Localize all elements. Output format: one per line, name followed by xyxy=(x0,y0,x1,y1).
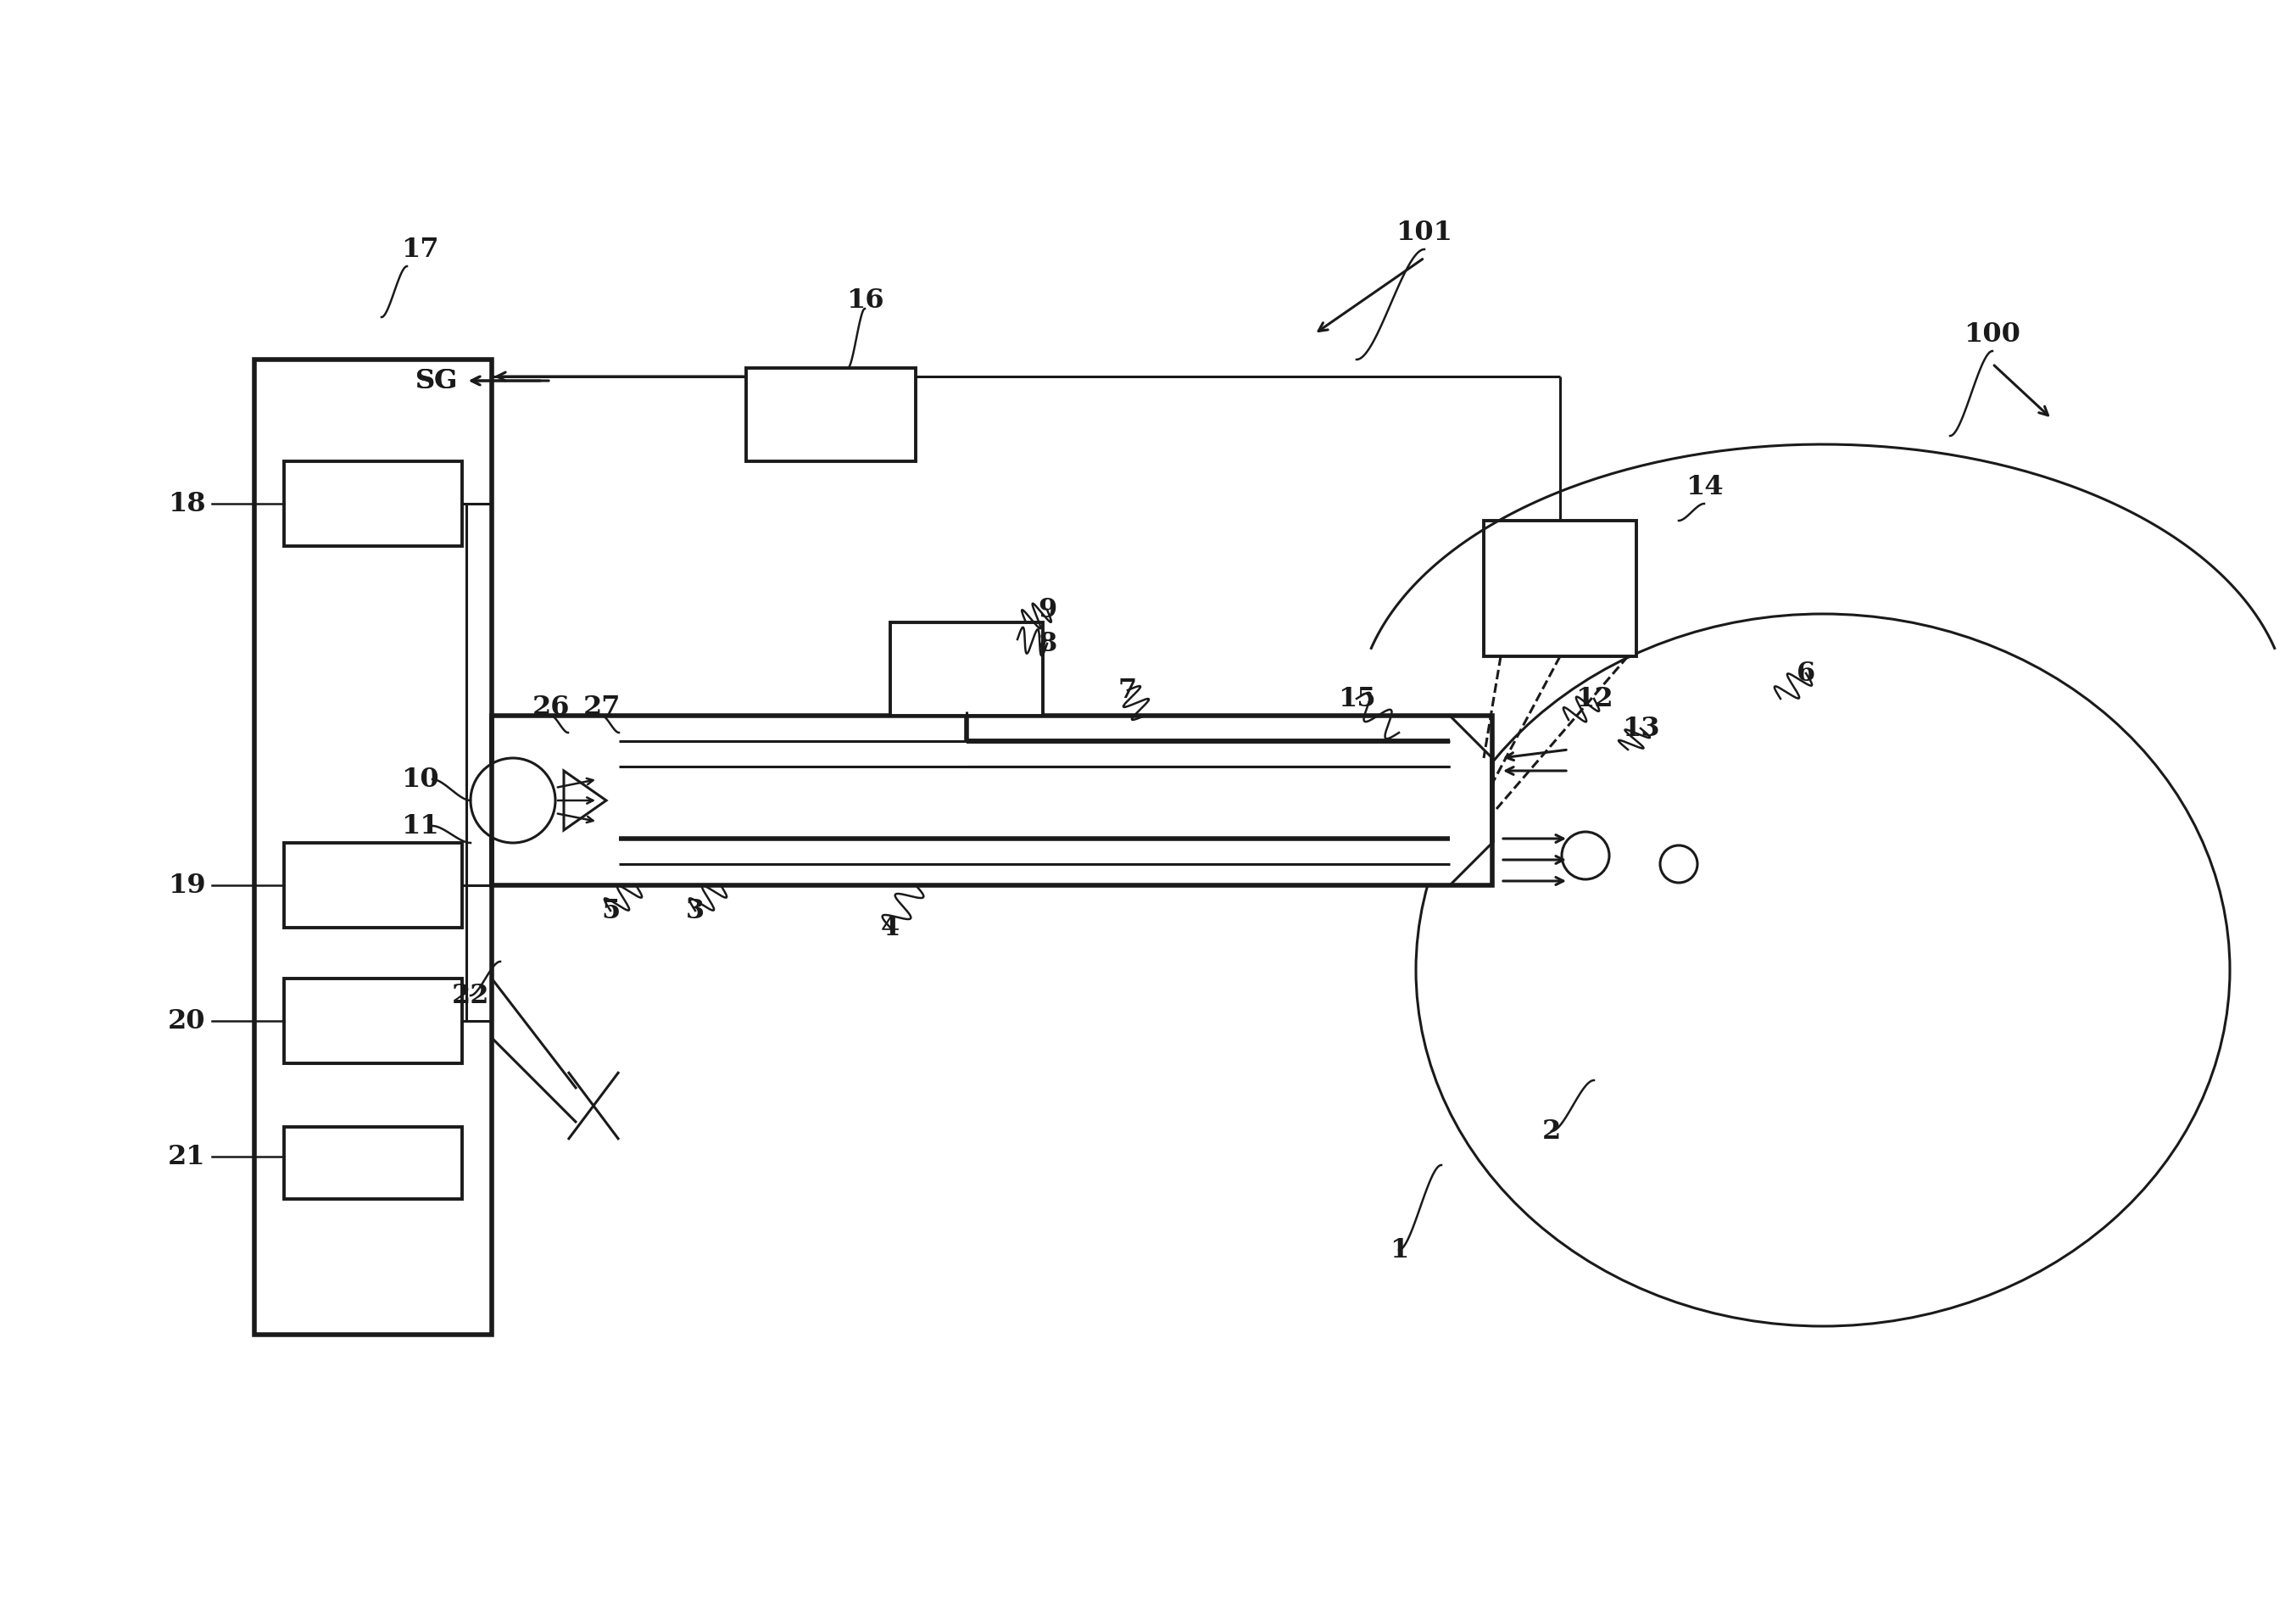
FancyBboxPatch shape xyxy=(255,360,491,1335)
Text: 4: 4 xyxy=(882,914,900,941)
Text: 6: 6 xyxy=(1795,660,1816,686)
Text: 5: 5 xyxy=(602,898,620,923)
FancyBboxPatch shape xyxy=(1483,520,1637,657)
Text: 8: 8 xyxy=(1038,631,1056,657)
Text: 22: 22 xyxy=(452,983,489,1009)
FancyBboxPatch shape xyxy=(285,1127,461,1200)
Text: 9: 9 xyxy=(1038,596,1056,623)
Text: SG: SG xyxy=(416,368,459,393)
Polygon shape xyxy=(565,771,606,830)
Circle shape xyxy=(1561,832,1609,880)
Text: 10: 10 xyxy=(402,766,439,792)
Text: 18: 18 xyxy=(168,490,204,517)
Text: 12: 12 xyxy=(1575,686,1612,711)
Text: 21: 21 xyxy=(168,1143,204,1169)
Text: 27: 27 xyxy=(583,694,620,721)
FancyBboxPatch shape xyxy=(891,623,1042,716)
Text: 1: 1 xyxy=(1389,1237,1407,1262)
FancyBboxPatch shape xyxy=(491,716,1492,885)
Text: 13: 13 xyxy=(1621,715,1660,742)
Text: 14: 14 xyxy=(1685,474,1722,499)
Text: 101: 101 xyxy=(1396,218,1453,246)
FancyBboxPatch shape xyxy=(746,368,916,461)
FancyBboxPatch shape xyxy=(285,461,461,546)
Text: 3: 3 xyxy=(687,898,705,923)
Text: 2: 2 xyxy=(1543,1118,1561,1145)
Text: 16: 16 xyxy=(845,287,884,313)
Text: 19: 19 xyxy=(168,872,204,898)
Circle shape xyxy=(471,758,556,843)
Text: 26: 26 xyxy=(533,694,569,721)
Text: 7: 7 xyxy=(1118,678,1137,703)
Text: 100: 100 xyxy=(1963,321,2020,347)
Circle shape xyxy=(1660,845,1697,883)
Text: 17: 17 xyxy=(402,236,439,262)
FancyBboxPatch shape xyxy=(285,978,461,1063)
Text: 20: 20 xyxy=(168,1009,204,1034)
Text: 11: 11 xyxy=(402,813,439,838)
Ellipse shape xyxy=(1417,613,2229,1327)
Text: SG: SG xyxy=(416,368,459,393)
Text: 15: 15 xyxy=(1339,686,1375,711)
FancyBboxPatch shape xyxy=(285,843,461,928)
